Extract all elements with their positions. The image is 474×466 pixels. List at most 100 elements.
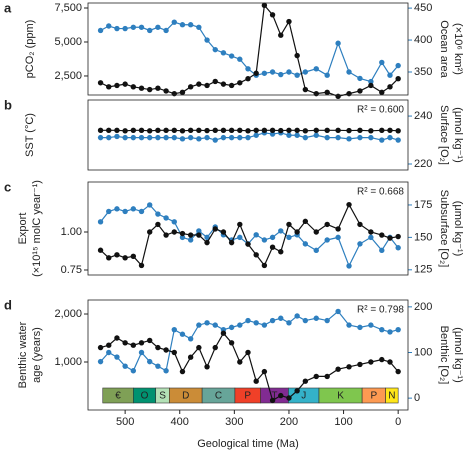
data-point xyxy=(130,206,137,212)
y-tick-label: 7,500 xyxy=(54,2,82,14)
data-point xyxy=(286,395,292,401)
data-point xyxy=(379,59,385,66)
data-point xyxy=(179,331,186,337)
y2-tick-label: 0 xyxy=(414,392,420,404)
data-point xyxy=(346,90,352,97)
data-point xyxy=(212,322,218,328)
data-point xyxy=(379,356,385,363)
data-point xyxy=(313,229,319,235)
y2-axis-label: (μmol kg⁻¹) xyxy=(452,107,464,163)
data-point xyxy=(286,221,292,228)
data-point xyxy=(395,137,401,143)
data-point xyxy=(253,232,259,238)
data-point xyxy=(97,219,104,225)
data-point xyxy=(253,132,259,138)
data-point xyxy=(269,127,276,134)
data-point xyxy=(387,127,393,134)
data-point xyxy=(155,134,161,141)
data-point xyxy=(212,344,218,351)
data-point xyxy=(387,329,393,335)
data-point xyxy=(269,317,276,324)
data-point xyxy=(163,134,169,141)
data-point xyxy=(187,336,194,342)
period-label: T xyxy=(271,391,277,402)
data-point xyxy=(212,78,218,85)
data-point xyxy=(379,89,385,95)
data-point xyxy=(220,330,227,336)
data-point xyxy=(204,239,210,246)
y-axis-label: age (years) xyxy=(31,327,43,383)
data-point xyxy=(302,128,309,134)
data-point xyxy=(204,134,210,141)
data-point xyxy=(114,206,120,212)
data-point xyxy=(313,132,319,138)
data-point xyxy=(179,230,186,237)
data-point xyxy=(286,18,292,25)
data-point xyxy=(138,262,145,269)
period-box xyxy=(385,387,399,404)
data-point xyxy=(179,89,186,95)
data-point xyxy=(237,56,243,62)
panel-letter: b xyxy=(4,97,12,112)
data-point xyxy=(368,134,374,141)
data-point xyxy=(387,235,393,241)
period-label: € xyxy=(115,391,121,402)
y2-tick-label: 450 xyxy=(414,2,432,14)
x-tick-label: 200 xyxy=(280,416,298,428)
data-point xyxy=(302,134,309,141)
y2-axis-label: Subsurface [O₂] xyxy=(438,190,450,268)
y2-tick-label: 175 xyxy=(414,199,432,211)
series-line xyxy=(100,21,399,83)
data-point xyxy=(261,237,268,243)
annotation: R² = 0.798 xyxy=(357,305,404,316)
data-point xyxy=(171,229,177,235)
data-point xyxy=(335,366,341,372)
data-point xyxy=(196,322,202,328)
data-point xyxy=(179,128,186,134)
data-point xyxy=(294,132,300,138)
data-point xyxy=(147,337,153,344)
data-point xyxy=(106,127,112,134)
data-point xyxy=(261,2,268,8)
data-point xyxy=(171,19,177,25)
y-axis-label: pCO₂ (ppm) xyxy=(24,20,36,79)
data-point xyxy=(147,27,153,34)
data-point xyxy=(163,215,169,221)
series-line xyxy=(100,3,399,97)
data-point xyxy=(228,239,235,246)
data-point xyxy=(163,368,169,374)
data-point xyxy=(294,52,300,59)
y2-tick-label: 200 xyxy=(414,301,432,313)
data-point xyxy=(114,25,120,32)
data-point xyxy=(187,237,194,243)
data-point xyxy=(171,134,177,141)
data-point xyxy=(106,255,112,261)
period-label: O xyxy=(141,391,149,402)
data-point xyxy=(237,221,243,228)
data-point xyxy=(114,133,120,140)
data-point xyxy=(278,228,284,234)
data-point xyxy=(278,127,284,134)
period-label: J xyxy=(301,391,306,402)
data-point xyxy=(147,202,153,208)
data-point xyxy=(395,326,401,333)
data-point xyxy=(346,263,352,269)
data-point xyxy=(261,322,268,328)
data-point xyxy=(269,131,276,137)
data-point xyxy=(138,208,145,215)
data-point xyxy=(163,232,169,238)
data-point xyxy=(237,80,243,86)
data-point xyxy=(346,127,352,134)
data-point xyxy=(313,90,319,97)
data-point xyxy=(187,84,194,90)
data-point xyxy=(278,32,284,38)
data-point xyxy=(335,93,341,100)
data-point xyxy=(335,127,341,134)
data-point xyxy=(179,136,186,142)
data-point xyxy=(147,134,153,141)
data-point xyxy=(196,232,202,238)
y-axis-label: SST (°C) xyxy=(24,113,36,157)
data-point xyxy=(220,81,227,87)
data-point xyxy=(122,128,128,134)
x-tick-label: 0 xyxy=(395,416,401,428)
